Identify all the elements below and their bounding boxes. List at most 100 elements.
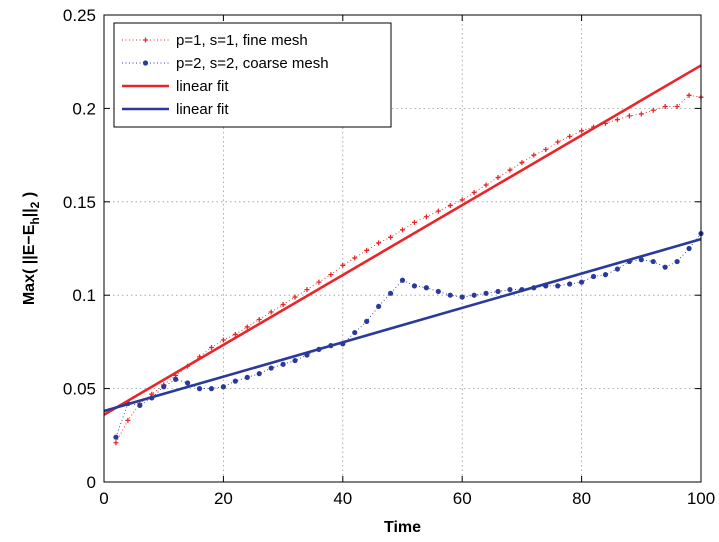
- series-red-linear-fit: [103, 64, 702, 416]
- data-point: [507, 286, 513, 293]
- series-line-blue-linear-fit: [103, 237, 702, 413]
- data-point: [602, 272, 609, 278]
- x-tick-label: 20: [214, 489, 233, 508]
- data-point: [483, 182, 489, 188]
- data-point: [423, 285, 429, 291]
- data-point: [400, 227, 405, 233]
- data-point: [459, 197, 465, 203]
- data-point: [268, 365, 274, 371]
- data-point: [328, 272, 334, 278]
- data-point: [376, 303, 382, 310]
- data-point: [196, 386, 203, 392]
- legend-marker: [142, 60, 149, 66]
- data-point: [268, 309, 274, 315]
- series-blue-linear-fit: [103, 237, 702, 413]
- y-tick-label: 0.15: [63, 193, 96, 212]
- data-point: [447, 203, 453, 209]
- data-point: [662, 104, 668, 110]
- legend-label-blue-linear-fit: linear fit: [176, 101, 229, 118]
- data-point: [459, 294, 465, 300]
- data-point: [352, 329, 358, 336]
- data-point: [232, 378, 238, 384]
- data-point: [423, 214, 429, 220]
- y-tick-label: 0.1: [72, 286, 96, 305]
- data-point: [399, 277, 406, 283]
- plot-series: [103, 64, 704, 446]
- data-point: [411, 283, 418, 289]
- x-tick-label: 80: [572, 489, 591, 508]
- data-point: [364, 318, 370, 324]
- y-axis-label-subscript-h: h: [28, 217, 42, 224]
- data-point: [364, 247, 370, 253]
- data-point: [125, 417, 131, 423]
- data-point: [435, 288, 441, 295]
- data-point: [567, 133, 573, 139]
- data-point: [579, 279, 585, 285]
- y-axis-label-norm: ||: [21, 208, 38, 217]
- data-point: [316, 279, 322, 285]
- data-point: [256, 316, 262, 322]
- data-point: [650, 258, 656, 265]
- legend: p=1, s=1, fine mesh p=2, s=2, coarse mes…: [113, 22, 392, 128]
- data-point: [567, 281, 573, 287]
- data-point: [662, 264, 668, 270]
- data-point: [483, 290, 489, 296]
- y-axis-label-subscript-2: 2: [28, 201, 42, 208]
- data-point: [495, 175, 501, 181]
- data-point: [555, 283, 561, 289]
- data-point: [232, 331, 238, 337]
- data-point: [113, 434, 119, 440]
- data-point: [674, 104, 680, 110]
- data-point: [244, 374, 250, 380]
- data-point: [471, 189, 477, 195]
- data-point: [614, 117, 620, 123]
- data-point: [686, 245, 692, 252]
- y-tick-label: 0: [87, 473, 96, 492]
- legend-label-coarse-mesh: p=2, s=2, coarse mesh: [176, 55, 329, 72]
- data-point: [113, 440, 119, 446]
- data-point: [220, 384, 226, 390]
- data-point: [173, 376, 179, 382]
- data-point: [626, 113, 632, 119]
- data-point: [650, 107, 656, 113]
- y-tick-label: 0.2: [72, 99, 96, 118]
- data-point: [686, 92, 692, 98]
- legend-marker: [143, 37, 148, 43]
- data-point: [208, 386, 215, 392]
- data-point: [292, 357, 298, 364]
- data-point: [411, 219, 417, 225]
- data-point: [184, 380, 191, 386]
- data-point: [519, 160, 525, 166]
- data-point: [376, 240, 382, 246]
- data-point: [304, 287, 310, 293]
- data-point: [244, 324, 250, 330]
- x-tick-label: 40: [333, 489, 352, 508]
- data-point: [280, 361, 286, 367]
- y-tick-label: 0.25: [63, 6, 96, 25]
- y-axis-label-suffix: ): [21, 192, 38, 202]
- data-point: [388, 234, 394, 240]
- data-point: [256, 371, 262, 377]
- plot-frame: [103, 14, 702, 483]
- data-point: [208, 345, 214, 351]
- data-point: [352, 255, 358, 261]
- series-line-red-linear-fit: [103, 64, 702, 416]
- data-point: [280, 302, 286, 308]
- x-axis-label: Time: [384, 519, 421, 536]
- legend-label-fine-mesh: p=1, s=1, fine mesh: [176, 32, 308, 49]
- data-point: [638, 257, 644, 263]
- data-point: [161, 384, 167, 390]
- data-point: [137, 402, 143, 409]
- data-point: [447, 292, 453, 298]
- data-point: [340, 262, 346, 268]
- x-tick-label: 0: [99, 489, 108, 508]
- data-point: [435, 208, 441, 214]
- y-tick-label: 0.05: [63, 380, 96, 399]
- y-axis-label-prefix: Max( ||E−E: [21, 224, 38, 305]
- data-point: [292, 294, 298, 300]
- data-point: [638, 111, 644, 117]
- data-point: [555, 139, 561, 145]
- data-point: [495, 288, 501, 295]
- data-point: [507, 167, 513, 173]
